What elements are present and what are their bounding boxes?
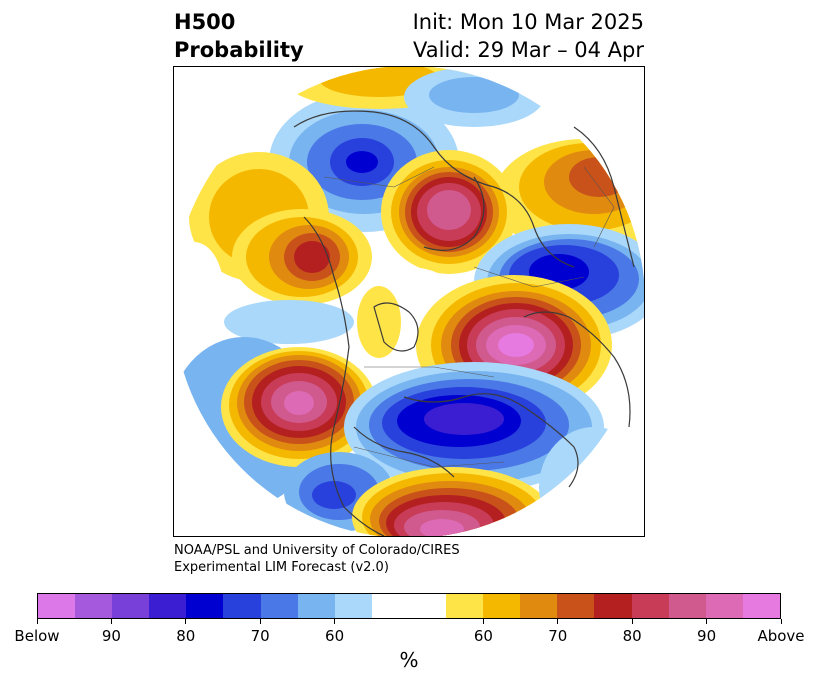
- colorbar-swatch: [260, 594, 298, 618]
- colorbar-swatch: [149, 594, 187, 618]
- colorbar-swatch: [75, 594, 113, 618]
- valid-period: Valid: 29 Mar – 04 Apr: [413, 38, 644, 62]
- colorbar-tick-label: Above: [757, 627, 805, 645]
- probability-map: [173, 66, 645, 537]
- colorbar-swatch: [594, 594, 632, 618]
- positive-anomaly-southwest: [221, 347, 377, 467]
- colorbar-tick-label: 90: [697, 627, 717, 645]
- colorbar-swatch: [38, 594, 76, 618]
- colorbar-tick-label: 90: [101, 627, 121, 645]
- colorbar-swatch: [112, 594, 150, 618]
- positive-anomaly-north-center: [381, 150, 517, 274]
- colorbar-tick-mark: [36, 619, 38, 624]
- colorbar-tick-mark: [110, 619, 112, 624]
- colorbar-swatch: [186, 594, 224, 618]
- colorbar-tick-mark: [185, 619, 187, 624]
- colorbar-swatch: [520, 594, 558, 618]
- political-borders: [323, 166, 615, 468]
- colorbar-tick-label: 60: [325, 627, 345, 645]
- colorbar-tick-mark: [780, 619, 782, 624]
- positive-tongue: [357, 286, 401, 358]
- colorbar-tick-label: Below: [14, 627, 60, 645]
- colorbar-tick-mark: [259, 619, 261, 624]
- positive-anomaly-south: [352, 467, 552, 536]
- colorbar-swatch: [742, 594, 780, 618]
- colorbar-swatch: [408, 594, 447, 618]
- colorbar-swatch: [371, 594, 409, 618]
- positive-anomaly-west: [189, 152, 372, 305]
- colorbar-tick-mark: [482, 619, 484, 624]
- colorbar-swatch: [297, 594, 335, 618]
- colorbar-tick-label: 80: [176, 627, 196, 645]
- colorbar-units: %: [399, 648, 419, 672]
- colorbar-swatch: [668, 594, 706, 618]
- colorbar-tick-label: 70: [250, 627, 270, 645]
- negative-anomaly-left: [174, 242, 354, 344]
- forecast-dates: Init: Mon 10 Mar 2025 Valid: 29 Mar – 04…: [413, 8, 644, 64]
- probability-field: [174, 67, 644, 536]
- map-title: H500 Probability: [174, 8, 304, 64]
- negative-anomaly-northeast: [404, 67, 544, 127]
- colorbar-tick-label: 80: [622, 627, 642, 645]
- credit-line-2: Experimental LIM Forecast (v2.0): [174, 560, 389, 575]
- title-variable: H500: [174, 10, 236, 34]
- title-quantity: Probability: [174, 38, 304, 62]
- colorbar-swatch: [705, 594, 743, 618]
- colorbar-swatch: [446, 594, 484, 618]
- colorbar-swatch: [631, 594, 669, 618]
- colorbar-tick-mark: [706, 619, 708, 624]
- colorbar-tick-label: 60: [473, 627, 493, 645]
- init-date: Init: Mon 10 Mar 2025: [412, 10, 644, 34]
- probability-colorbar: [37, 593, 781, 619]
- credit-line-1: NOAA/PSL and University of Colorado/CIRE…: [174, 543, 460, 558]
- colorbar-swatch: [334, 594, 372, 618]
- colorbar-tick-mark: [631, 619, 633, 624]
- colorbar-swatch: [557, 594, 595, 618]
- colorbar-tick-label: 70: [548, 627, 568, 645]
- map-canvas: [174, 67, 644, 536]
- coastlines: [293, 110, 635, 536]
- data-credit: NOAA/PSL and University of Colorado/CIRE…: [174, 542, 460, 576]
- colorbar-swatch: [483, 594, 521, 618]
- colorbar-swatch: [223, 594, 261, 618]
- colorbar-tick-mark: [557, 619, 559, 624]
- colorbar-tick-mark: [334, 619, 336, 624]
